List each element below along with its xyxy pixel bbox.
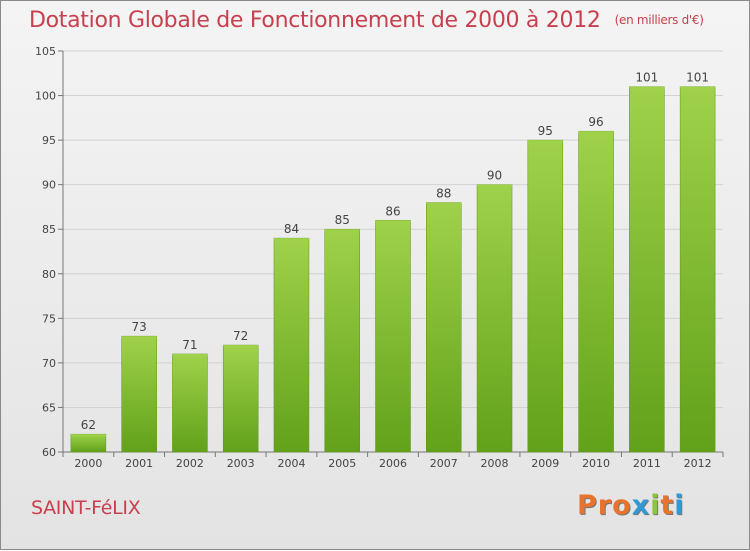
x-tick-label-2010: 2010 [582,457,610,470]
bar-2006 [375,220,411,453]
bar-2011 [629,86,665,453]
value-label-2010: 96 [588,115,603,129]
value-label-2012: 101 [686,71,709,85]
bar-top-2010 [578,131,614,134]
chart-title: Dotation Globale de Fonctionnement de 20… [29,8,704,33]
x-tick-label-2002: 2002 [176,457,204,470]
logo-letter: x [631,490,651,521]
logo-letter: r [597,490,613,521]
bar-2012 [679,86,716,453]
x-tick-label-2008: 2008 [481,457,509,470]
bar-2001 [121,335,157,453]
x-tick-label-2009: 2009 [531,457,559,470]
chart-subtitle: (en milliers d'€) [614,13,704,27]
bars [70,86,716,453]
logo-letter: i [650,490,661,521]
x-tick-label-2003: 2003 [227,457,255,470]
logo-letter: P [577,490,598,521]
logo-letter: i [674,490,685,521]
x-tick-label-2004: 2004 [277,457,305,470]
value-label-2003: 72 [233,329,248,343]
y-tick-label: 75 [42,312,56,325]
x-tick-label-2001: 2001 [125,457,153,470]
bar-2005 [324,228,360,453]
y-tick-label: 80 [42,268,56,281]
y-tick-label: 60 [42,446,56,459]
value-label-2000: 62 [81,418,96,432]
bar-top-2007 [426,202,462,205]
x-tick-label-2012: 2012 [684,457,712,470]
logo-letter: t [660,490,675,521]
value-label-2011: 101 [635,71,658,85]
proxiti-logo[interactable]: Proxiti [577,490,685,521]
y-tick-label: 90 [42,179,56,192]
bar-top-2001 [121,336,157,339]
bar-top-2000 [70,434,106,437]
x-tick-label-2007: 2007 [430,457,458,470]
value-label-2009: 95 [538,124,553,138]
y-tick-label: 85 [42,223,56,236]
value-label-2006: 86 [385,204,400,218]
x-tick-label-2005: 2005 [328,457,356,470]
town-name: SAINT-FéLIX [31,497,141,519]
bar-top-2004 [273,238,309,241]
bar-top-2006 [375,220,411,223]
value-label-2002: 71 [182,338,197,352]
bar-2004 [273,237,310,453]
value-label-2008: 90 [487,169,502,183]
bar-top-2008 [477,184,513,187]
y-tick-label: 105 [35,45,56,58]
bar-2007 [426,202,462,453]
value-label-2001: 73 [132,320,147,334]
x-tick-label-2006: 2006 [379,457,407,470]
value-label-2004: 84 [284,222,299,236]
value-label-2007: 88 [436,186,451,200]
y-tick-label: 70 [42,357,56,370]
value-labels: 62 73 71 72 84 85 86 88 90 95 96 101 101 [81,71,709,433]
bar-2010 [578,130,614,453]
bar-top-2003 [223,345,259,348]
bar-top-2009 [527,140,563,143]
y-tick-label: 65 [42,401,56,414]
bar-2002 [172,353,208,453]
y-tick-label: 95 [42,134,56,147]
x-tick-labels: 2000 2001 2002 2003 2004 2005 2006 2007 2008 2009… [74,457,711,470]
y-tick-labels: 60 65 70 75 80 85 90 95 100 105 [35,45,56,459]
y-tick-label: 100 [35,90,56,103]
bar-top-2012 [680,86,716,89]
bar-top-2011 [629,86,665,89]
bar-2009 [527,139,564,453]
bar-2003 [222,344,259,453]
bar-top-2002 [172,353,208,356]
x-tick-label-2011: 2011 [633,457,661,470]
bar-top-2005 [324,229,360,232]
x-tick-label-2000: 2000 [74,457,102,470]
bar-2000 [70,433,107,453]
chart-title-text: Dotation Globale de Fonctionnement de 20… [29,8,601,33]
logo-letter: o [612,490,632,521]
value-label-2005: 85 [335,213,350,227]
bar-2008 [476,184,513,453]
